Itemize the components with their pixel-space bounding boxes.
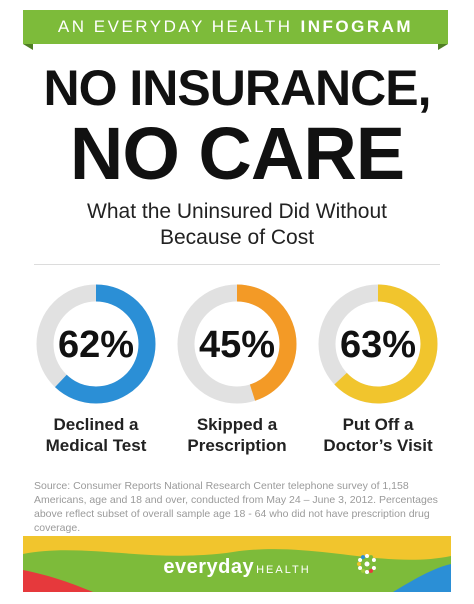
headline-line-2: NO CARE bbox=[69, 112, 405, 195]
donut-caption-2: Skipped a Prescription bbox=[162, 414, 312, 456]
donut-caption-line-1: Skipped a bbox=[196, 415, 278, 434]
banner-yellow-swoosh bbox=[23, 536, 451, 574]
sunburst-ray bbox=[373, 562, 377, 566]
donut-caption-1: Declined a Medical Test bbox=[21, 414, 171, 456]
banner-green-swoosh bbox=[23, 549, 451, 592]
subtitle-line-1: What the Uninsured Did Without bbox=[87, 200, 387, 223]
ribbon-fold-left bbox=[23, 44, 33, 50]
headline-line-1: NO INSURANCE, bbox=[43, 60, 431, 116]
donut-caption-line-2: Medical Test bbox=[45, 436, 147, 455]
donut-percent-label-3: 63% bbox=[340, 324, 416, 366]
divider bbox=[34, 264, 440, 265]
ribbon-emphasis: INFOGRAM bbox=[300, 17, 414, 36]
donut-caption-line-1: Declined a bbox=[53, 415, 139, 434]
donut-caption-line-2: Doctor’s Visit bbox=[323, 436, 433, 455]
sunburst-ray bbox=[361, 568, 365, 573]
banner-blue-corner bbox=[393, 564, 451, 592]
sunburst-ray bbox=[365, 570, 369, 574]
donut-1: 62% bbox=[36, 284, 156, 404]
donut-chart-svg: 62% 45% 63% bbox=[36, 284, 438, 404]
sunburst-ray bbox=[361, 555, 365, 560]
banner-red-corner bbox=[23, 570, 93, 592]
sunburst-ray bbox=[371, 558, 376, 562]
sunburst-ray bbox=[357, 562, 361, 566]
sunburst-ray bbox=[365, 554, 369, 558]
donut-percent-label-2: 45% bbox=[199, 324, 275, 366]
donut-caption-line-2: Prescription bbox=[187, 436, 287, 455]
sunburst-icon bbox=[357, 554, 377, 574]
sunburst-ray bbox=[369, 555, 373, 560]
footer-logo-banner bbox=[23, 536, 451, 592]
ribbon-fold-right bbox=[438, 44, 448, 50]
subtitle: What the Uninsured Did Without Because o… bbox=[0, 199, 474, 251]
ribbon-prefix: AN EVERYDAY HEALTH bbox=[57, 17, 293, 36]
sunburst-ray bbox=[371, 566, 376, 570]
donut-caption-3: Put Off a Doctor’s Visit bbox=[303, 414, 453, 456]
logo-word: everyday bbox=[163, 556, 255, 578]
donut-2: 45% bbox=[177, 284, 297, 404]
sunburst-ray bbox=[358, 566, 363, 570]
subtitle-line-2: Because of Cost bbox=[159, 226, 315, 249]
source-note: Source: Consumer Reports National Resear… bbox=[34, 480, 438, 534]
donut-value-arc-1 bbox=[36, 284, 156, 404]
sunburst-ray bbox=[358, 558, 363, 562]
donut-caption-line-1: Put Off a bbox=[342, 415, 414, 434]
donut-3: 63% bbox=[318, 284, 438, 404]
footer-logo: everyday HEALTH bbox=[0, 556, 474, 581]
top-ribbon-banner: AN EVERYDAY HEALTH INFOGRAM bbox=[23, 10, 448, 50]
donut-value-arc-2 bbox=[177, 284, 297, 404]
logo-suffix: HEALTH bbox=[256, 564, 311, 576]
donut-value-arc-3 bbox=[318, 284, 438, 404]
donut-percent-label-1: 62% bbox=[58, 324, 134, 366]
donut-charts: 62% 45% 63% Declined a Medical Test Skipped a… bbox=[0, 282, 474, 482]
sunburst-ray bbox=[369, 568, 373, 573]
